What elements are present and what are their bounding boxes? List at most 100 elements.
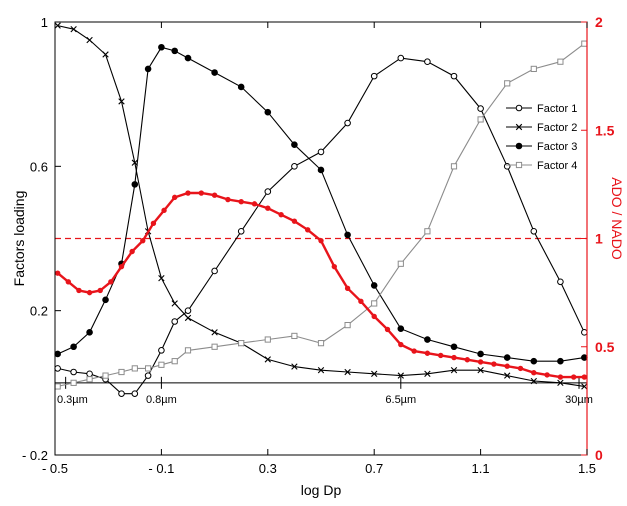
data-point: [424, 228, 431, 235]
x-tick-label: - 0.5: [42, 461, 68, 476]
data-point: [358, 298, 364, 304]
data-point: [76, 287, 82, 294]
data-point: [118, 98, 125, 105]
x-tick-label: - 0.1: [148, 461, 174, 476]
data-point: [86, 36, 93, 44]
data-point: [477, 359, 484, 365]
data-point: [65, 279, 72, 285]
series-2: [54, 22, 588, 390]
data-point: [438, 352, 444, 359]
data-point: [397, 54, 405, 62]
data-point: [397, 325, 405, 333]
data-point: [464, 357, 470, 363]
data-point: [503, 163, 511, 170]
data-point: [371, 313, 377, 320]
series-4: [54, 40, 588, 390]
data-point: [557, 278, 564, 286]
y-tick-label: - 0.2: [22, 448, 48, 463]
data-point: [424, 336, 431, 343]
data-point: [171, 300, 178, 307]
data-point: [477, 350, 484, 358]
annotation-label: 6.5µm: [385, 394, 416, 406]
data-point: [278, 211, 284, 218]
data-point: [557, 374, 564, 380]
data-point: [531, 370, 537, 376]
data-point: [450, 343, 458, 351]
data-point: [86, 289, 93, 296]
data-point: [70, 368, 77, 376]
data-point: [86, 376, 93, 383]
x-axis-title: log Dp: [301, 482, 342, 498]
data-point: [54, 350, 61, 358]
data-point: [450, 163, 458, 170]
data-point: [131, 181, 139, 188]
data-point: [118, 368, 125, 376]
data-point: [331, 263, 337, 270]
data-point: [129, 248, 135, 255]
data-point: [424, 370, 431, 378]
data-point: [144, 65, 152, 73]
data-point: [317, 148, 325, 156]
data-point: [557, 357, 564, 365]
y-tick-label: 0.6: [30, 159, 48, 174]
data-point: [184, 314, 192, 322]
data-point: [424, 58, 431, 65]
y2-tick-label: 1.5: [595, 122, 615, 138]
data-point: [291, 141, 298, 148]
data-point: [305, 227, 311, 233]
legend: Factor 1 Factor 2 Factor 3 Factor 4: [506, 103, 577, 172]
data-point: [503, 354, 511, 361]
data-point: [317, 367, 325, 374]
data-point: [211, 192, 218, 198]
data-point: [397, 372, 404, 379]
data-point: [108, 279, 114, 285]
data-point: [291, 332, 298, 340]
data-point: [238, 340, 245, 347]
data-point: [264, 108, 272, 116]
series-line: [57, 25, 585, 387]
data-point: [158, 275, 165, 282]
data-point: [54, 365, 61, 372]
series-line: [57, 43, 585, 387]
data-point: [530, 227, 538, 235]
data-point: [424, 350, 431, 356]
data-point: [54, 270, 61, 276]
data-point: [184, 307, 192, 314]
data-point: [211, 267, 218, 275]
legend-marker: [515, 123, 523, 131]
legend-entry: Factor 2: [537, 122, 577, 134]
data-point: [477, 367, 484, 374]
data-point: [344, 322, 351, 329]
data-point: [211, 69, 218, 76]
data-point: [530, 357, 538, 365]
series-line: [57, 46, 585, 362]
legend-entry: Factor 1: [537, 103, 577, 115]
data-point: [344, 119, 351, 127]
data-point: [491, 361, 497, 367]
data-point: [504, 372, 511, 379]
data-point: [211, 343, 218, 350]
y2-tick-label: 0: [595, 447, 603, 463]
data-point: [530, 65, 537, 73]
data-point: [450, 72, 458, 80]
annotation-label: 0.8µm: [146, 394, 177, 406]
data-point: [158, 361, 165, 368]
data-point: [237, 83, 245, 91]
data-point: [397, 260, 404, 267]
data-point: [370, 282, 378, 289]
data-point: [504, 363, 510, 369]
data-point: [140, 237, 146, 244]
x-tick-label: 0.7: [365, 461, 383, 476]
data-point: [86, 329, 93, 336]
data-point: [97, 287, 103, 294]
data-point: [54, 22, 61, 29]
data-point: [238, 198, 244, 205]
data-point: [370, 72, 378, 80]
data-point: [530, 377, 537, 385]
y-tick-label: 0.2: [30, 304, 48, 319]
x-tick-label: 1.1: [472, 461, 490, 476]
data-point: [185, 190, 191, 196]
legend-marker: [515, 104, 523, 112]
data-point: [225, 196, 231, 203]
